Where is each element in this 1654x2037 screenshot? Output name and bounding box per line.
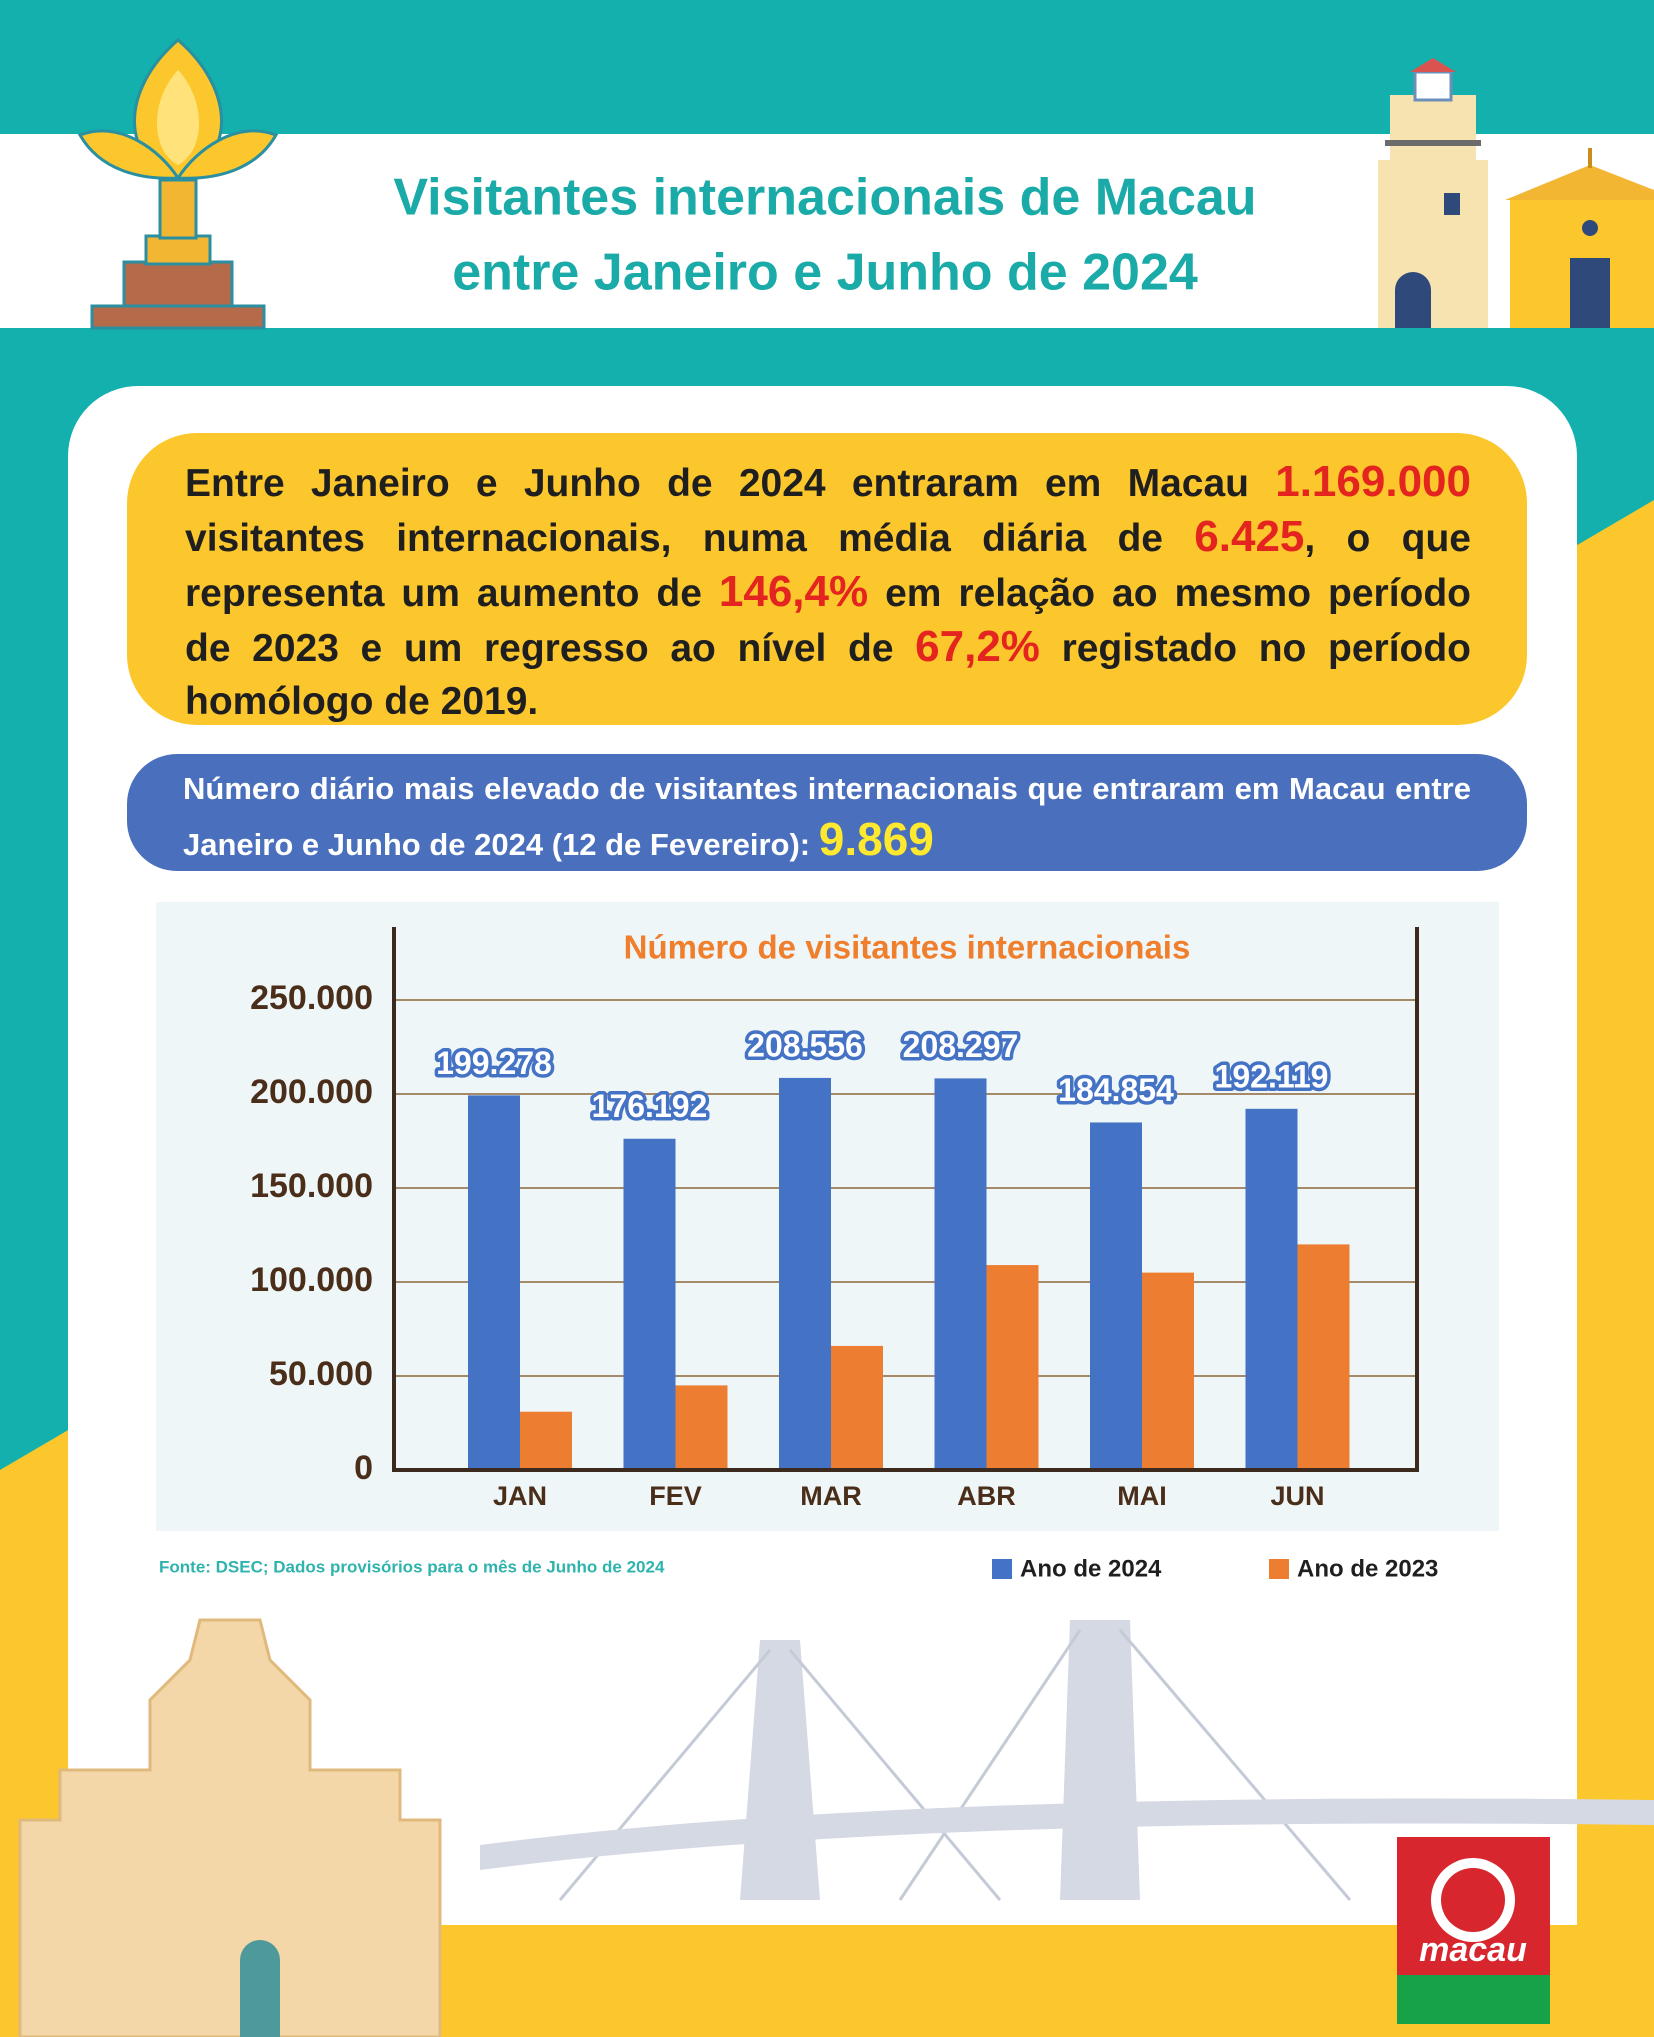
page-title: entre Janeiro e Junho de 2024	[452, 244, 1198, 302]
summary-text: registado no período homólogo de 2019.	[185, 627, 1471, 723]
y-tick-label: 100.000	[250, 1261, 373, 1299]
value-label: 199.278	[436, 1045, 552, 1081]
y-tick-label: 250.000	[250, 979, 373, 1017]
summary-figure: 146,4%	[718, 567, 869, 616]
bar	[1297, 1244, 1350, 1470]
logo-text: macau	[1419, 1931, 1527, 1969]
y-tick-label: 200.000	[250, 1073, 373, 1111]
page-title: Visitantes internacionais de Macau	[393, 169, 1256, 227]
bar	[779, 1077, 831, 1470]
value-label: 176.192	[592, 1088, 708, 1124]
value-label: 184.854	[1058, 1072, 1174, 1108]
summary-figure: 1.169.000	[1275, 457, 1471, 506]
bar	[675, 1385, 728, 1470]
y-tick-label: 150.000	[250, 1167, 373, 1205]
summary-figure: 67,2%	[915, 622, 1040, 671]
x-tick-label: MAR	[800, 1481, 862, 1511]
summary-text: visitantes internacionais, numa média di…	[185, 517, 1163, 560]
y-tick-label: 0	[354, 1449, 373, 1487]
legend-swatch	[1269, 1559, 1289, 1579]
bar	[934, 1078, 987, 1470]
bar	[986, 1265, 1039, 1470]
bar	[1090, 1122, 1142, 1470]
bar	[1245, 1108, 1298, 1470]
x-tick-label: FEV	[649, 1481, 702, 1511]
plot: Número de visitantes internacionais 0 50.0…	[250, 927, 1438, 1582]
summary-text: Entre Janeiro e Junho de 2024 entraram e…	[185, 462, 1249, 505]
bar	[520, 1411, 572, 1470]
legend-label: Ano de 2023	[1297, 1555, 1438, 1582]
lighthouse-icon	[1378, 58, 1488, 328]
bar	[468, 1095, 520, 1470]
summary-figure: 6.425	[1194, 512, 1305, 561]
x-tick-label: JAN	[493, 1481, 547, 1511]
y-tick-label: 50.000	[269, 1355, 373, 1393]
summary-text: em relação ao mesmo período de 2023 e um…	[185, 572, 1472, 670]
highlight-box: Número diário mais elevado de visitantes…	[127, 754, 1527, 871]
legend-swatch	[992, 1559, 1012, 1579]
x-tick-label: MAI	[1117, 1481, 1167, 1511]
x-tick-label: JUN	[1270, 1481, 1324, 1511]
x-tick-label: ABR	[957, 1481, 1016, 1511]
scenery: macau	[0, 1618, 1654, 2037]
bar	[831, 1345, 883, 1470]
summary-box: Entre Janeiro e Junho de 2024 entraram e…	[127, 433, 1527, 725]
lotus-icon	[77, 38, 279, 330]
chart-title: Número de visitantes internacionais	[624, 929, 1191, 966]
church-icon	[1505, 148, 1654, 328]
highlight-value: 9.869	[818, 813, 934, 865]
bar	[1142, 1272, 1194, 1470]
value-label: 208.556	[747, 1027, 863, 1063]
value-label: 208.297	[903, 1028, 1019, 1064]
source-note: Fonte: DSEC; Dados provisórios para o mê…	[159, 1557, 665, 1576]
highlight-text: Número diário mais elevado de visitantes…	[183, 771, 1471, 862]
value-label: 192.119	[1215, 1058, 1329, 1094]
legend-label: Ano de 2024	[1020, 1555, 1162, 1582]
summary-text: , o que representa um aumento de	[185, 517, 1471, 615]
bar	[623, 1138, 676, 1470]
